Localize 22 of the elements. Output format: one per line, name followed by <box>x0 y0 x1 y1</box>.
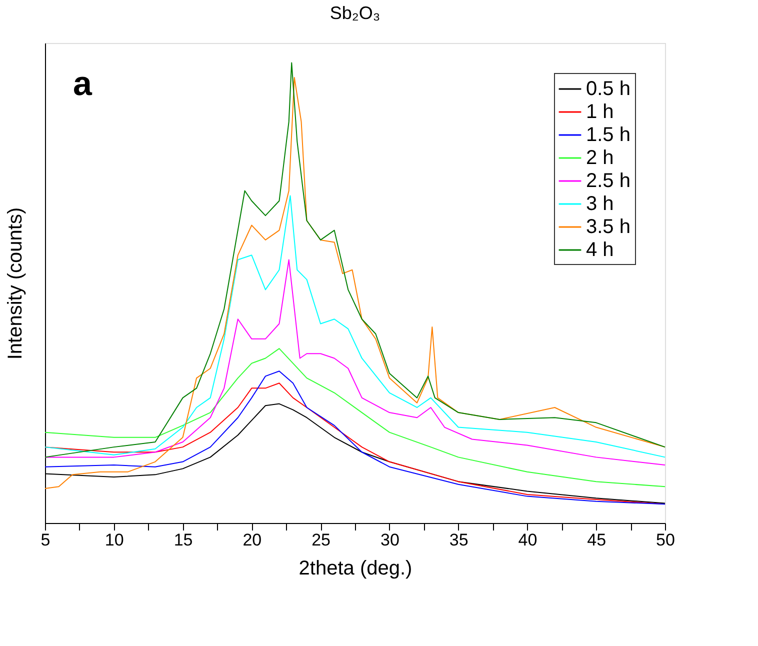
legend-label: 2 h <box>586 147 614 169</box>
x-tick-label: 25 <box>312 530 331 550</box>
annotation: a <box>73 65 93 103</box>
x-axis-title: 2theta (deg.) <box>298 558 412 580</box>
chart-title: Sb₂O₃ <box>330 3 380 23</box>
x-tick-label: 35 <box>449 530 468 550</box>
x-tick-label: 30 <box>380 530 400 550</box>
x-tick-label: 50 <box>656 530 675 550</box>
legend-label: 3 h <box>586 193 614 215</box>
x-tick-label: 10 <box>104 530 124 550</box>
x-tick-label: 20 <box>242 530 262 550</box>
x-tick-label: 5 <box>40 530 50 550</box>
x-tick-label: 40 <box>518 530 538 550</box>
legend-label: 1 h <box>586 101 614 123</box>
legend-label: 0.5 h <box>586 78 630 100</box>
x-tick-label: 45 <box>587 530 606 550</box>
legend-label: 2.5 h <box>586 170 630 192</box>
x-tick-label: 15 <box>174 530 193 550</box>
legend-label: 3.5 h <box>586 216 630 238</box>
y-axis-title: Intensity (counts) <box>4 207 26 360</box>
legend-label: 4 h <box>586 239 614 261</box>
legend-label: 1.5 h <box>586 124 630 146</box>
